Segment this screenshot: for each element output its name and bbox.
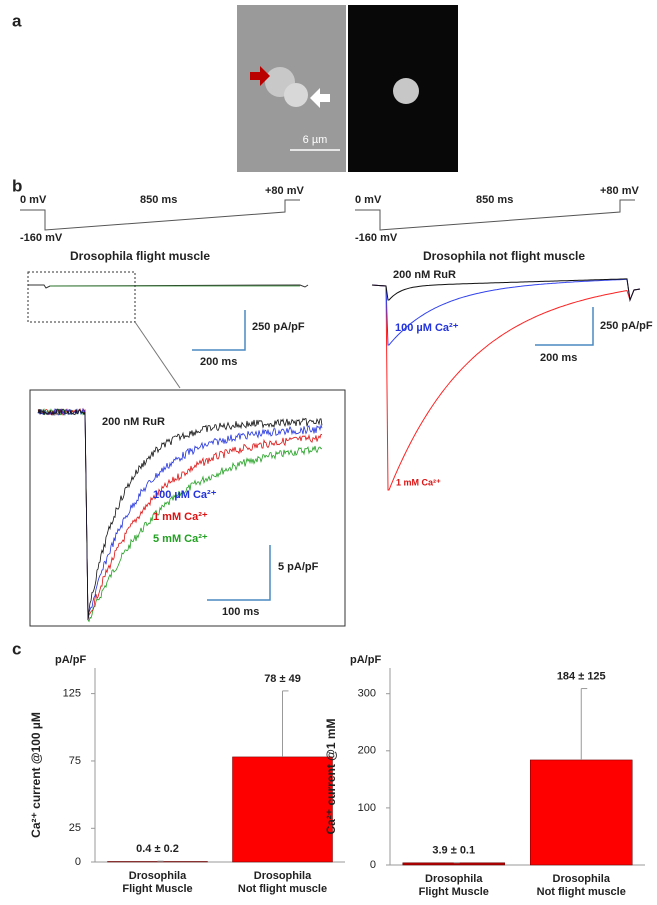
- scale-label: 6 µm: [303, 134, 328, 146]
- bar: [530, 759, 633, 866]
- trace: [37, 407, 323, 621]
- label: 200 nM RuR: [102, 416, 165, 428]
- value-label: 184 ± 125: [557, 670, 606, 682]
- scale-bar: [535, 307, 594, 346]
- label: 100 µM Ca²⁺: [395, 322, 459, 334]
- y-tick-label: 25: [69, 822, 81, 834]
- inset-box: [29, 389, 346, 627]
- trace: [371, 278, 641, 302]
- value-label: 78 ± 49: [264, 673, 301, 685]
- x-tick-label: Drosophila Flight Muscle: [122, 870, 193, 895]
- y-axis-label: Ca²⁺ current @100 µM: [29, 712, 43, 838]
- x-tick-label: Drosophila Flight Muscle: [418, 873, 489, 898]
- cell: [284, 83, 308, 107]
- value-label: 0.4 ± 0.2: [136, 843, 179, 855]
- label: +80 mV: [600, 185, 639, 197]
- trace: [371, 284, 641, 491]
- y-tick-label: 100: [358, 802, 376, 814]
- label: 850 ms: [476, 194, 513, 206]
- trace-title: Drosophila not flight muscle: [423, 249, 585, 263]
- label: 5 mM Ca²⁺: [153, 533, 208, 545]
- y-tick-label: 75: [69, 755, 81, 767]
- y-axis-label: Ca²⁺ current @1 mM: [324, 718, 338, 834]
- y-tick-label: 125: [63, 688, 81, 700]
- x-tick-label: Drosophila Not flight muscle: [237, 870, 328, 895]
- trace: [37, 408, 323, 621]
- panel-label: b: [12, 176, 22, 195]
- label: 5 pA/pF: [278, 561, 319, 573]
- label: 1 mM Ca²⁺: [153, 511, 208, 523]
- arrow: [310, 88, 330, 108]
- trace: [28, 284, 309, 289]
- label: -160 mV: [355, 232, 398, 244]
- value-label: 3.9 ± 0.1: [432, 845, 475, 857]
- arrow: [250, 66, 270, 86]
- panel-label: a: [12, 11, 22, 30]
- y-tick-label: 200: [358, 745, 376, 757]
- voltage-protocol: [355, 199, 635, 231]
- label: 250 pA/pF: [252, 321, 305, 333]
- cell-fluorescence: [393, 78, 419, 104]
- voltage-protocol: [20, 199, 300, 231]
- zoom-line: [134, 321, 181, 389]
- zoom-box: [27, 271, 136, 323]
- label: -160 mV: [20, 232, 63, 244]
- y-unit: pA/pF: [350, 654, 381, 666]
- label: +80 mV: [265, 185, 304, 197]
- trace: [371, 278, 641, 346]
- label: 200 ms: [540, 352, 577, 364]
- label: 0 mV: [355, 194, 382, 206]
- bar: [232, 756, 333, 863]
- label: 200 ms: [200, 356, 237, 368]
- trace-title: Drosophila flight muscle: [70, 249, 210, 263]
- y-tick-label: 300: [358, 688, 376, 700]
- label: 250 pA/pF: [600, 320, 653, 332]
- label: 100 µM Ca²⁺: [153, 489, 217, 501]
- y-unit: pA/pF: [55, 654, 86, 666]
- scale-bar: [207, 545, 271, 601]
- x-tick-label: Drosophila Not flight muscle: [536, 873, 626, 898]
- y-tick-label: 0: [75, 856, 81, 868]
- label: 1 mM Ca²⁺: [396, 477, 441, 487]
- scale-bar: [192, 310, 246, 351]
- label: 0 mV: [20, 194, 47, 206]
- label: 200 nM RuR: [393, 269, 456, 281]
- panel-label: c: [12, 639, 21, 658]
- label: 850 ms: [140, 194, 177, 206]
- y-tick-label: 0: [370, 859, 376, 871]
- label: 100 ms: [222, 606, 259, 618]
